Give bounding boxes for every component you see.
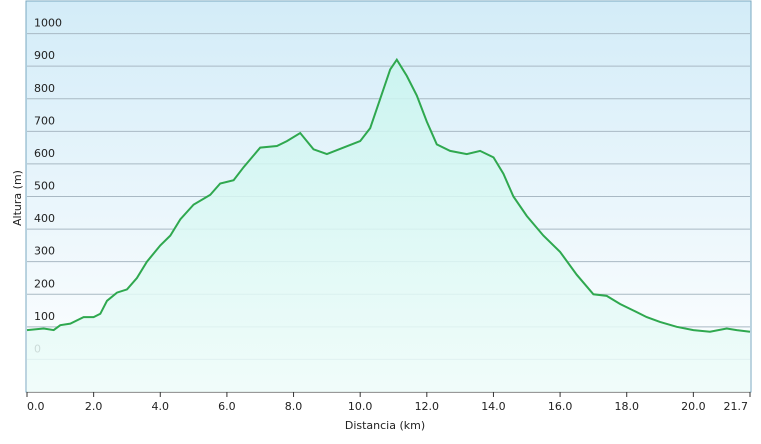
y-tick-label: 100 <box>34 310 55 323</box>
x-tick-label: 20.0 <box>681 400 706 413</box>
y-tick-label: 500 <box>34 180 55 193</box>
x-tick-label: 0.0 <box>27 400 45 413</box>
x-axis-label: Distancia (km) <box>345 419 425 432</box>
y-tick-label: 600 <box>34 147 55 160</box>
x-tick-label: 8.0 <box>285 400 303 413</box>
y-tick-label: 900 <box>34 49 55 62</box>
y-tick-label: 800 <box>34 82 55 95</box>
y-tick-label: 700 <box>34 114 55 127</box>
x-tick-label: 18.0 <box>614 400 639 413</box>
x-tick-label: 21.7 <box>724 400 749 413</box>
area <box>27 59 750 392</box>
y-tick-label: 400 <box>34 212 55 225</box>
x-tick-label: 12.0 <box>415 400 440 413</box>
x-tick-label: 16.0 <box>548 400 573 413</box>
x-tick-label: 14.0 <box>481 400 506 413</box>
y-axis-label: Altura (m) <box>11 170 24 226</box>
line <box>26 57 751 333</box>
y-tick-label: 1000 <box>34 17 62 30</box>
x-tick-label: 10.0 <box>348 400 373 413</box>
x-tick-label: 2.0 <box>85 400 103 413</box>
x-tick-label: 4.0 <box>152 400 170 413</box>
y-tick-label: 300 <box>34 245 55 258</box>
x-tick-label: 6.0 <box>218 400 236 413</box>
y-tick-label: 200 <box>34 277 55 290</box>
